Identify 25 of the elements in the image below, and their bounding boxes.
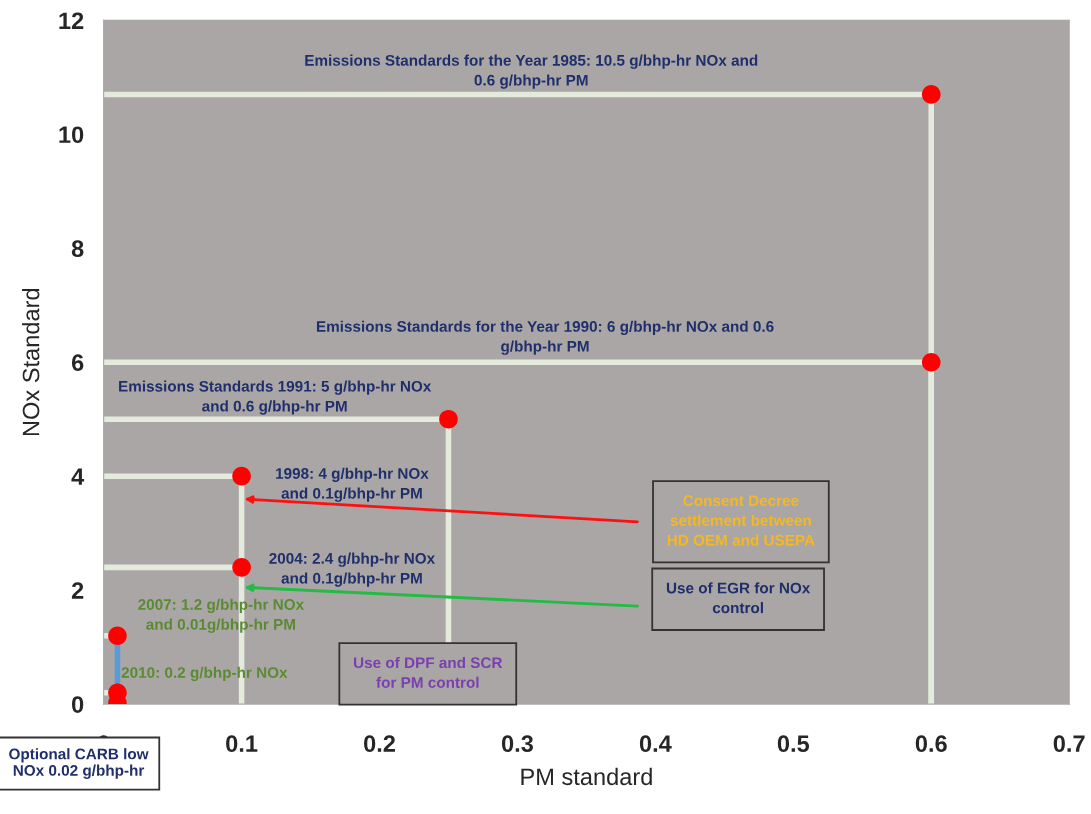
x-axis-title: PM standard (521, 767, 652, 786)
y-tick-label: 2 (71, 582, 84, 599)
annotation: Use of DPF and SCR for PM control (354, 656, 503, 688)
annotation: Emissions Standards for the Year 1985: 10.5 g/bhp-hr NOx and 0.6 g/bhp-hr PM (305, 54, 758, 89)
x-tick-label: 0.4 (639, 735, 672, 753)
annotation: Emissions Standards 1991: 5 g/bhp-hr NOx and 0.6 g/bhp-hr PM (119, 380, 432, 415)
x-tick-label: 0.5 (777, 735, 810, 753)
y-tick-label: 4 (71, 468, 85, 485)
text: Optional CARB low NOx 0.02 g/bhp-hr (9, 748, 149, 779)
y-tick-label: 8 (71, 240, 84, 258)
x-tick-label: 0.6 (915, 735, 947, 753)
annotation: Use of EGR for NOx control (666, 582, 811, 614)
y-tick-label: 6 (71, 354, 84, 372)
annotation: Emissions Standards for the Year 1990: 6 g/bhp-hr NOx and 0.6 g/bhp-hr PM (316, 320, 774, 355)
annotation: 2004: 2.4 g/bhp-hr NOx and 0.1g/bhp-hr PM (269, 552, 436, 587)
x-tick-label: 0.2 (364, 735, 395, 753)
y-tick-label: 12 (59, 12, 84, 29)
annotation: 1998: 4 g/bhp-hr NOx and 0.1g/bhp-hr PM (276, 467, 429, 502)
x-tick-label: 0.3 (501, 735, 534, 753)
y-tick-label: 0 (72, 696, 84, 713)
y-tick-label: 10 (59, 126, 84, 144)
x-tick-label: 0.7 (1053, 735, 1085, 753)
annotation: Consent Decree settlement between HD OEM and USEPA (667, 495, 815, 546)
x-tick-label: 0.1 (226, 735, 258, 753)
y-axis-title: NOx Standard (22, 288, 40, 436)
